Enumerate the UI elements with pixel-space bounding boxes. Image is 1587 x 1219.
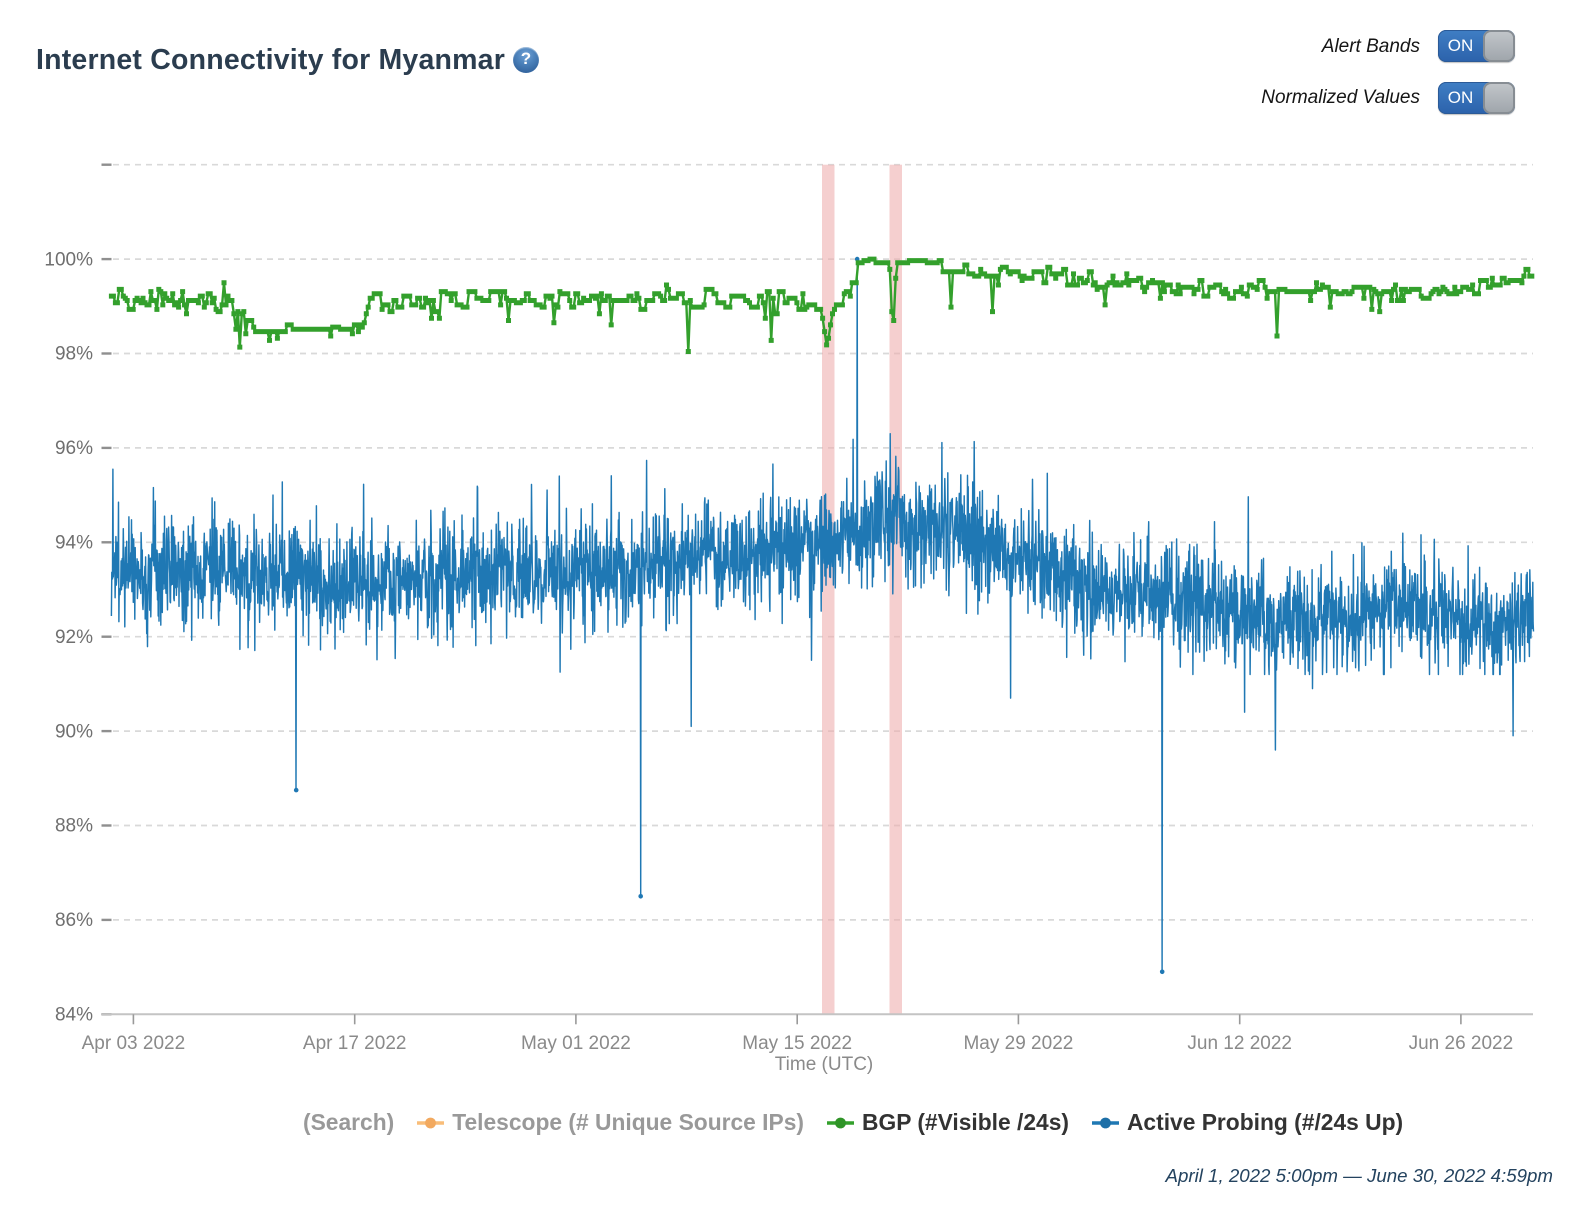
- svg-text:98%: 98%: [55, 344, 93, 365]
- svg-text:Apr 03 2022: Apr 03 2022: [82, 1033, 186, 1054]
- svg-text:92%: 92%: [55, 627, 93, 648]
- svg-text:90%: 90%: [55, 721, 93, 742]
- svg-text:Apr 17 2022: Apr 17 2022: [303, 1033, 407, 1054]
- svg-text:84%: 84%: [55, 1005, 93, 1026]
- svg-text:Jun 12 2022: Jun 12 2022: [1187, 1033, 1292, 1054]
- svg-text:100%: 100%: [44, 249, 93, 270]
- svg-text:86%: 86%: [55, 910, 93, 931]
- svg-text:Jun 26 2022: Jun 26 2022: [1409, 1033, 1514, 1054]
- svg-text:May 15 2022: May 15 2022: [742, 1033, 852, 1054]
- svg-text:May 29 2022: May 29 2022: [963, 1033, 1073, 1054]
- svg-text:94%: 94%: [55, 533, 93, 554]
- svg-text:May 01 2022: May 01 2022: [521, 1033, 631, 1054]
- svg-text:96%: 96%: [55, 438, 93, 459]
- svg-text:88%: 88%: [55, 816, 93, 837]
- svg-text:Time (UTC): Time (UTC): [775, 1054, 874, 1075]
